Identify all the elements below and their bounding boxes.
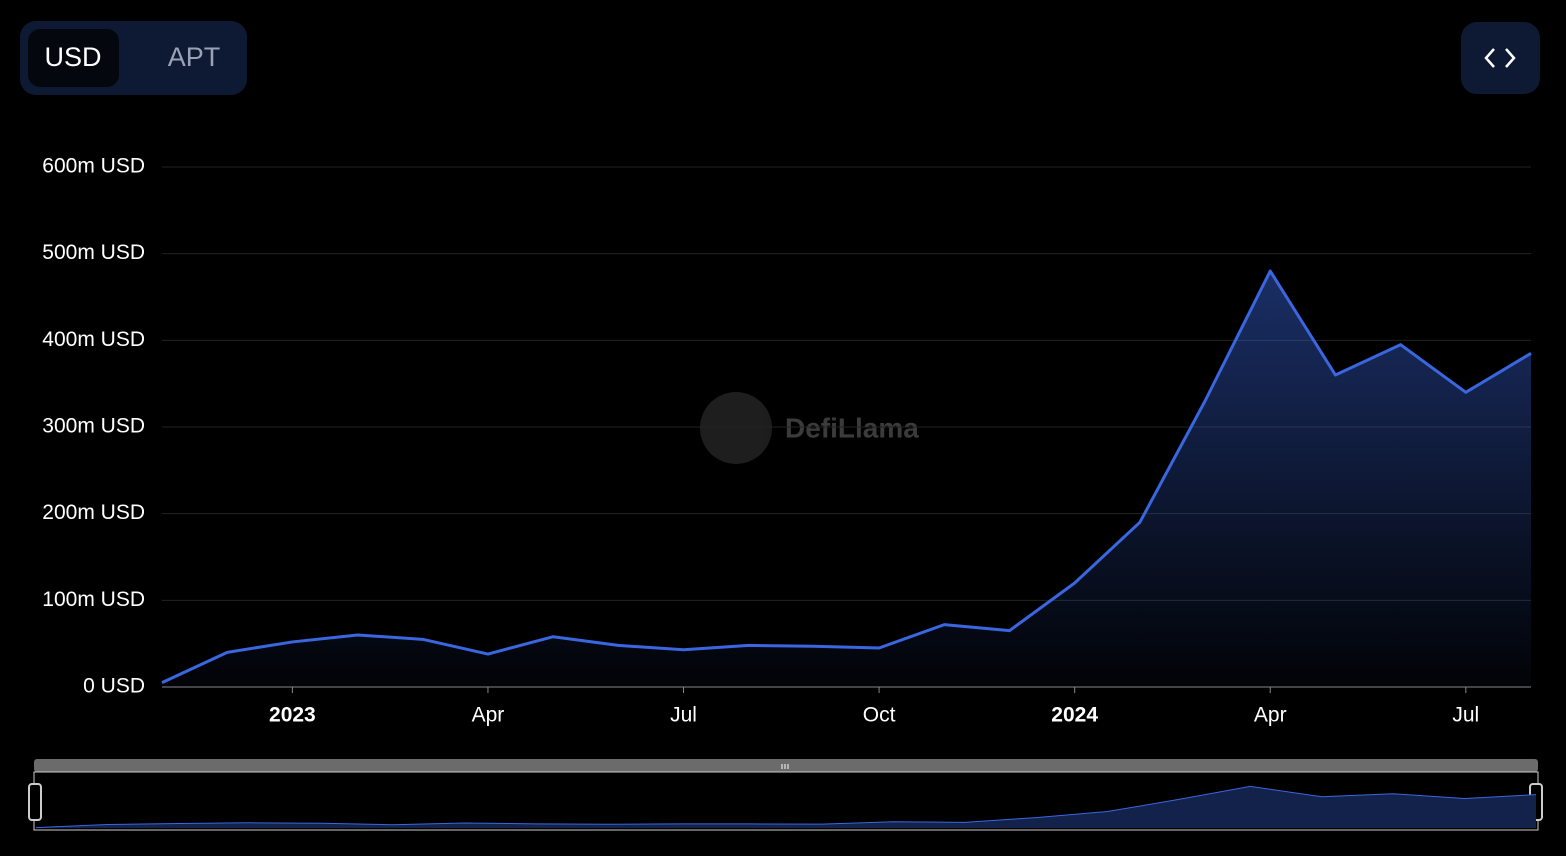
y-tick-label: 200m USD xyxy=(42,501,145,524)
y-tick-label: 600m USD xyxy=(42,155,145,178)
y-tick-label: 500m USD xyxy=(42,241,145,264)
y-tick-label: 0 USD xyxy=(83,675,145,698)
x-tick-label: Apr xyxy=(1254,704,1287,727)
embed-button[interactable] xyxy=(1461,22,1540,94)
toggle-apt[interactable]: APT xyxy=(168,42,221,72)
watermark-logo xyxy=(700,392,772,464)
x-tick-label: 2023 xyxy=(269,704,316,727)
brush-left-handle[interactable] xyxy=(28,783,42,821)
x-tick-label: Apr xyxy=(472,704,505,727)
toggle-usd[interactable]: USD xyxy=(44,42,101,72)
x-tick-label: 2024 xyxy=(1051,704,1098,727)
area xyxy=(162,271,1531,687)
embed-icon xyxy=(1484,48,1516,68)
watermark: DefiLlama xyxy=(700,392,919,464)
y-tick-label: 400m USD xyxy=(42,328,145,351)
line xyxy=(161,269,1532,685)
x-tick-label: Oct xyxy=(863,704,896,727)
brush-line xyxy=(35,785,1537,829)
toggle-active[interactable] xyxy=(28,29,119,87)
x-tick-label: Jul xyxy=(670,704,697,727)
y-tick-label: 100m USD xyxy=(42,588,145,611)
x-tick-label: Jul xyxy=(1452,704,1479,727)
brush-area xyxy=(36,786,1536,828)
brush-grip xyxy=(781,764,789,769)
watermark-text: DefiLlama xyxy=(785,412,919,443)
brush-handle-bar[interactable] xyxy=(34,759,1538,772)
y-tick-label: 300m USD xyxy=(42,415,145,438)
